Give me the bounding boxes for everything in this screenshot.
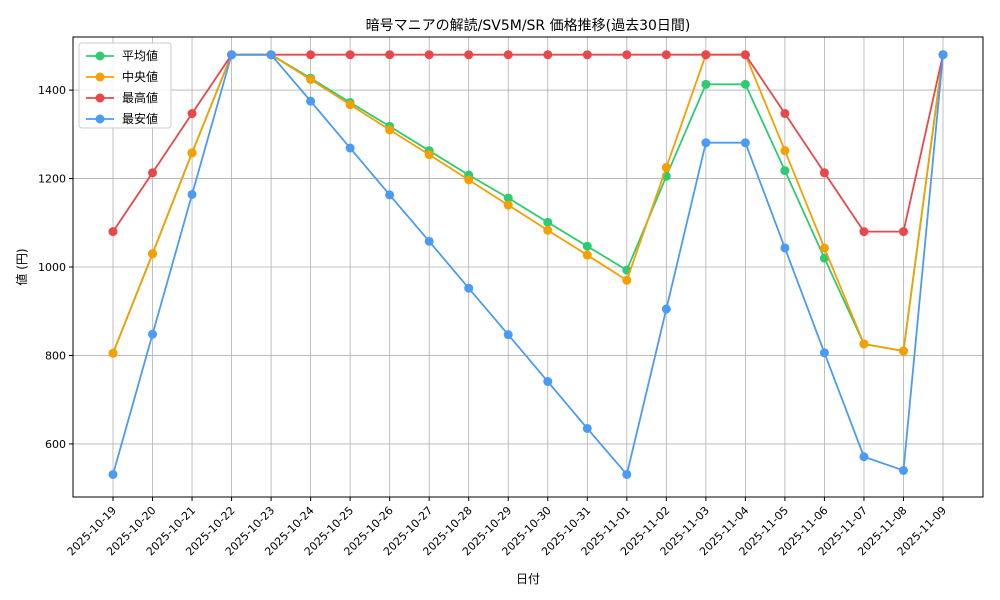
- data-point: [701, 50, 711, 60]
- series-layer: [108, 50, 948, 479]
- data-point: [780, 166, 790, 176]
- grid-layer: [73, 37, 983, 497]
- data-point: [108, 227, 118, 237]
- data-point: [306, 96, 316, 106]
- data-point: [424, 150, 434, 160]
- data-point: [582, 250, 592, 260]
- legend-label: 平均値: [122, 48, 158, 63]
- data-point: [543, 377, 553, 387]
- data-point: [503, 50, 513, 60]
- data-point: [424, 50, 434, 60]
- data-point: [187, 109, 197, 119]
- legend-label: 最安値: [122, 111, 158, 126]
- data-point: [306, 50, 316, 60]
- data-point: [819, 348, 829, 358]
- data-point: [938, 50, 948, 60]
- data-point: [582, 241, 592, 251]
- data-point: [898, 465, 908, 475]
- data-point: [859, 227, 869, 237]
- data-point: [740, 79, 750, 89]
- data-point: [780, 109, 790, 119]
- data-point: [543, 50, 553, 60]
- data-point: [819, 168, 829, 178]
- data-point: [385, 125, 395, 135]
- data-point: [701, 79, 711, 89]
- legend-swatch-marker: [95, 72, 105, 82]
- data-point: [701, 138, 711, 148]
- data-point: [661, 50, 671, 60]
- y-tick-label: 800: [45, 349, 66, 362]
- data-point: [819, 253, 829, 263]
- series-line-2: [112, 53, 944, 233]
- data-point: [266, 50, 276, 60]
- data-point: [306, 74, 316, 84]
- data-point: [740, 138, 750, 148]
- data-point: [464, 175, 474, 185]
- data-point: [187, 189, 197, 199]
- data-point: [385, 50, 395, 60]
- data-point: [859, 452, 869, 462]
- series-line-0: [112, 53, 944, 354]
- data-point: [187, 148, 197, 158]
- legend-box: [78, 42, 172, 129]
- data-point: [345, 100, 355, 110]
- data-point: [464, 283, 474, 293]
- data-point: [543, 217, 553, 227]
- data-point: [424, 236, 434, 246]
- legend-swatch-marker: [95, 51, 105, 61]
- y-tick-label: 1400: [38, 84, 66, 97]
- series-line-3: [112, 53, 944, 476]
- y-tick-label: 1000: [38, 261, 66, 274]
- data-point: [622, 469, 632, 479]
- data-point: [503, 193, 513, 203]
- legend-label: 中央値: [122, 69, 158, 84]
- series-line-1: [112, 53, 944, 354]
- data-point: [503, 200, 513, 210]
- data-point: [582, 423, 592, 433]
- data-point: [622, 275, 632, 285]
- y-axis-label: 値 (円): [14, 248, 29, 285]
- data-point: [780, 146, 790, 156]
- x-axis-label: 日付: [516, 572, 540, 586]
- data-point: [148, 168, 158, 178]
- data-point: [108, 348, 118, 358]
- data-point: [582, 50, 592, 60]
- data-point: [740, 50, 750, 60]
- data-point: [345, 50, 355, 60]
- data-point: [859, 339, 869, 349]
- data-point: [108, 469, 118, 479]
- chart-title: 暗号マニアの解読/SV5M/SR 価格推移(過去30日間): [366, 17, 691, 34]
- legend-swatch-marker: [95, 93, 105, 103]
- data-point: [661, 162, 671, 172]
- y-tick-label: 1200: [38, 173, 66, 186]
- data-point: [227, 50, 237, 60]
- data-point: [661, 304, 671, 314]
- data-point: [464, 50, 474, 60]
- data-point: [148, 249, 158, 259]
- data-point: [345, 143, 355, 153]
- x-tick-layer: 2025-10-192025-10-202025-10-212025-10-22…: [65, 497, 949, 558]
- y-tick-layer: 600 800 1000 1200 1400: [38, 84, 73, 451]
- legend-label: 最高値: [122, 90, 158, 105]
- data-point: [503, 330, 513, 340]
- legend-swatch-marker: [95, 114, 105, 124]
- data-point: [819, 243, 829, 253]
- data-point: [622, 50, 632, 60]
- y-tick-label: 600: [45, 438, 66, 451]
- data-point: [543, 225, 553, 235]
- data-point: [148, 329, 158, 339]
- data-point: [780, 243, 790, 253]
- data-point: [898, 346, 908, 356]
- data-point: [898, 227, 908, 237]
- data-point: [385, 190, 395, 200]
